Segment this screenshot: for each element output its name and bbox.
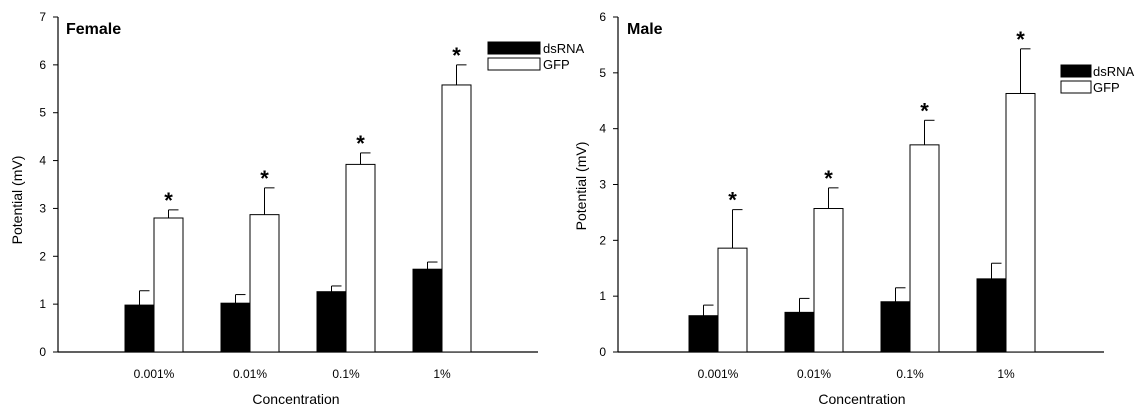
female-bar-gfp [153,217,184,353]
female-x-tick-label: 1% [433,367,451,381]
male-bar-dsrna [880,301,911,353]
male-legend-gfp-label: GFP [1093,80,1120,95]
male-y-tick-label: 1 [599,289,606,303]
male-legend-gfp-swatch [1060,80,1092,94]
female-bar-gfp [441,84,472,353]
male-x-tick-label: 0.1% [896,367,924,381]
male-bar-gfp [1005,92,1036,353]
female-legend-dsrna-swatch [487,41,541,55]
female-x-tick-label: 0.001% [134,367,175,381]
female-legend-gfp-label: GFP [543,57,570,72]
female-x-tick-label: 0.01% [233,367,267,381]
male-chart: Male Potential (mV) Concentration dsRNA … [573,10,1135,407]
female-x-axis-title: Concentration [252,391,339,407]
female-marks: 0 1 2 3 4 5 6 7 0.001% * 0.01% * 0.1% * 1% * [39,10,472,381]
male-y-tick-label: 5 [599,66,606,80]
female-y-tick-label: 7 [39,10,46,24]
male-legend-dsrna-label: dsRNA [1093,64,1135,79]
male-bar-dsrna [784,311,815,353]
male-y-axis-title: Potential (mV) [573,142,589,231]
male-significance-star: * [824,166,833,191]
female-legend-gfp-swatch [487,57,541,71]
female-bar-dsrna [220,302,251,353]
female-bar-gfp [345,163,376,353]
female-y-tick-label: 3 [39,201,46,215]
female-y-tick-label: 4 [39,154,46,168]
male-bar-gfp [813,208,844,353]
female-significance-star: * [260,166,269,191]
male-x-tick-label: 0.01% [797,367,831,381]
female-significance-star: * [356,131,365,156]
female-bar-dsrna [316,291,347,353]
male-significance-star: * [920,98,929,123]
female-x-tick-label: 0.1% [332,367,360,381]
female-y-tick-label: 0 [39,345,46,359]
male-marks: 0 1 2 3 4 5 6 0.001% * 0.01% * 0.1% * 1% * [599,10,1036,381]
female-y-tick-label: 2 [39,249,46,263]
male-x-tick-label: 1% [997,367,1015,381]
female-bar-dsrna [124,304,155,353]
female-y-tick-label: 1 [39,297,46,311]
female-significance-star: * [164,188,173,213]
female-legend-dsrna-label: dsRNA [543,41,585,56]
male-bar-gfp [717,247,748,353]
male-bar-gfp [909,144,940,353]
female-bar-dsrna [412,268,443,353]
male-x-axis-title: Concentration [818,391,905,407]
male-y-tick-label: 0 [599,345,606,359]
male-bar-dsrna [688,315,719,353]
male-bar-dsrna [976,278,1007,353]
female-chart: Female Potential (mV) Concentration dsRN… [9,10,585,407]
male-chart-title: Male [627,21,663,38]
male-legend-dsrna-swatch [1060,64,1092,78]
male-y-tick-label: 6 [599,10,606,24]
male-x-tick-label: 0.001% [698,367,739,381]
male-y-tick-label: 4 [599,122,606,136]
female-y-tick-label: 5 [39,106,46,120]
male-y-tick-label: 2 [599,233,606,247]
male-significance-star: * [728,188,737,213]
female-significance-star: * [452,43,461,68]
male-significance-star: * [1016,27,1025,52]
female-bar-gfp [249,214,280,353]
female-chart-title: Female [66,21,121,38]
female-y-axis-title: Potential (mV) [9,156,25,245]
male-y-tick-label: 3 [599,178,606,192]
female-y-tick-label: 6 [39,58,46,72]
